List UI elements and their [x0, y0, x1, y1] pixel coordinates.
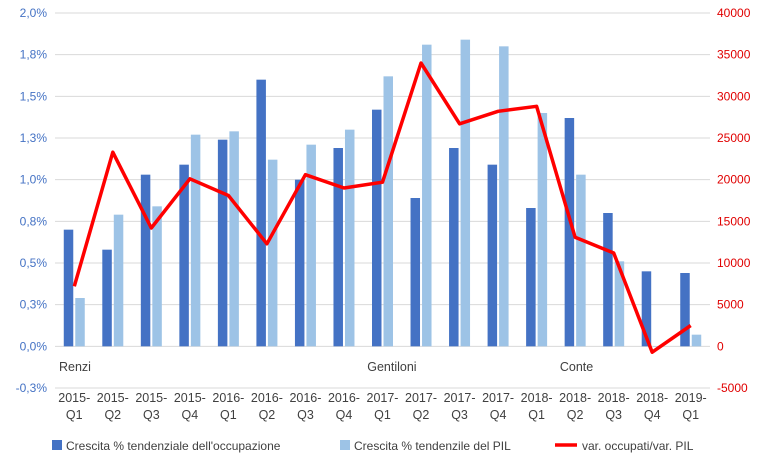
left-tick-label: 1,8% — [20, 48, 48, 62]
occupation-bar — [449, 148, 459, 347]
x-tick-label: 2016-Q2 — [251, 391, 283, 422]
x-tick-label: 2017-Q4 — [482, 391, 514, 422]
right-tick-label: 35000 — [717, 48, 751, 62]
legend-label: Crescita % tendenzile del PIL — [354, 439, 511, 453]
occupation-bar — [641, 271, 652, 347]
left-tick-label: 1,3% — [20, 131, 48, 145]
gdp-bar — [190, 134, 201, 347]
occupation-bar — [63, 229, 74, 347]
right-tick-label: 40000 — [717, 6, 751, 20]
gdp-bar — [537, 113, 548, 347]
x-tick-label: 2018-Q3 — [598, 391, 630, 422]
gdp-bar — [267, 159, 278, 347]
right-tick-label: 10000 — [717, 256, 751, 270]
x-tick-label: 2015-Q1 — [58, 391, 90, 422]
gdp-bar — [614, 261, 625, 347]
legend-label: Crescita % tendenziale dell'occupazione — [66, 439, 281, 453]
right-tick-label: 0 — [717, 339, 724, 353]
x-tick-label: 2017-Q1 — [367, 391, 399, 422]
x-tick-label: 2016-Q3 — [289, 391, 321, 422]
occupation-bar — [179, 164, 189, 347]
x-tick-label: 2015-Q3 — [135, 391, 167, 422]
x-tick-label: 2017-Q2 — [405, 391, 437, 422]
x-tick-label: 2018-Q1 — [521, 391, 553, 422]
x-tick-label: 2015-Q4 — [174, 391, 206, 422]
gdp-bar — [229, 131, 239, 347]
occupation-bar — [217, 139, 228, 347]
occupation-bar — [140, 174, 151, 347]
right-tick-label: 30000 — [717, 89, 751, 103]
x-tick-label: 2018-Q4 — [636, 391, 668, 422]
period-labels: Renzi Gentiloni Conte — [59, 360, 593, 374]
left-tick-label: 0,3% — [20, 298, 48, 312]
gdp-bar — [422, 44, 432, 347]
x-tick-label: 2017-Q3 — [444, 391, 476, 422]
right-axis-ticks: -5000 0 5000 10000 15000 20000 25000 30000 35000… — [717, 6, 751, 395]
gdp-bar — [499, 46, 509, 347]
left-tick-label: 0,5% — [20, 256, 48, 270]
gdp-bar — [383, 76, 393, 347]
right-tick-label: 25000 — [717, 131, 751, 145]
left-tick-label: -0,3% — [16, 381, 48, 395]
gdp-bar — [306, 144, 316, 347]
x-tick-label: 2015-Q2 — [97, 391, 129, 422]
period-label: Gentiloni — [367, 360, 416, 374]
occupation-bar — [526, 208, 536, 347]
ratio-line — [72, 61, 692, 354]
gdp-bar — [113, 214, 124, 347]
legend: Crescita % tendenziale dell'occupazione C… — [52, 439, 694, 453]
right-tick-label: 20000 — [717, 173, 751, 187]
occupation-bar — [333, 148, 343, 347]
left-axis-ticks: -0,3% 0,0% 0,3% 0,5% 0,8% 1,0% 1,3% 1,5% 1,8% 2,0… — [16, 6, 48, 395]
x-axis-ticks: 2015-Q12015-Q22015-Q32015-Q42016-Q12016-… — [58, 391, 706, 422]
gdp-bar — [344, 129, 355, 347]
occupation-bar — [603, 213, 613, 347]
left-tick-label: 0,0% — [20, 339, 48, 353]
gdp-bar — [691, 334, 702, 347]
occupation-bar — [102, 249, 112, 347]
gdp-bar — [75, 298, 85, 347]
right-tick-label: 5000 — [717, 298, 744, 312]
x-tick-label: 2016-Q1 — [212, 391, 244, 422]
right-tick-label: -5000 — [717, 381, 748, 395]
legend-swatch — [340, 440, 350, 450]
right-tick-label: 15000 — [717, 214, 751, 228]
left-tick-label: 2,0% — [20, 6, 48, 20]
x-tick-label: 2016-Q4 — [328, 391, 360, 422]
left-tick-label: 1,5% — [20, 89, 48, 103]
occupation-bar — [410, 198, 421, 347]
occupation-bar — [294, 179, 305, 347]
gdp-bar — [460, 39, 471, 347]
left-tick-label: 0,8% — [20, 214, 48, 228]
period-label: Conte — [560, 360, 593, 374]
left-tick-label: 1,0% — [20, 173, 48, 187]
occupation-bar — [564, 118, 575, 347]
x-tick-label: 2018-Q2 — [559, 391, 591, 422]
gdp-bar — [152, 206, 162, 347]
occupation-bar — [256, 79, 266, 347]
occupation-bar — [680, 273, 690, 347]
gdp-bar — [576, 174, 586, 347]
bars — [63, 39, 702, 347]
ratio-line-path — [72, 61, 692, 354]
occupation-bar — [487, 164, 498, 347]
legend-swatch — [52, 440, 62, 450]
occupation-bar — [372, 109, 382, 347]
x-tick-label: 2019-Q1 — [675, 391, 707, 422]
period-label: Renzi — [59, 360, 91, 374]
legend-label: var. occupati/var. PIL — [582, 439, 694, 453]
